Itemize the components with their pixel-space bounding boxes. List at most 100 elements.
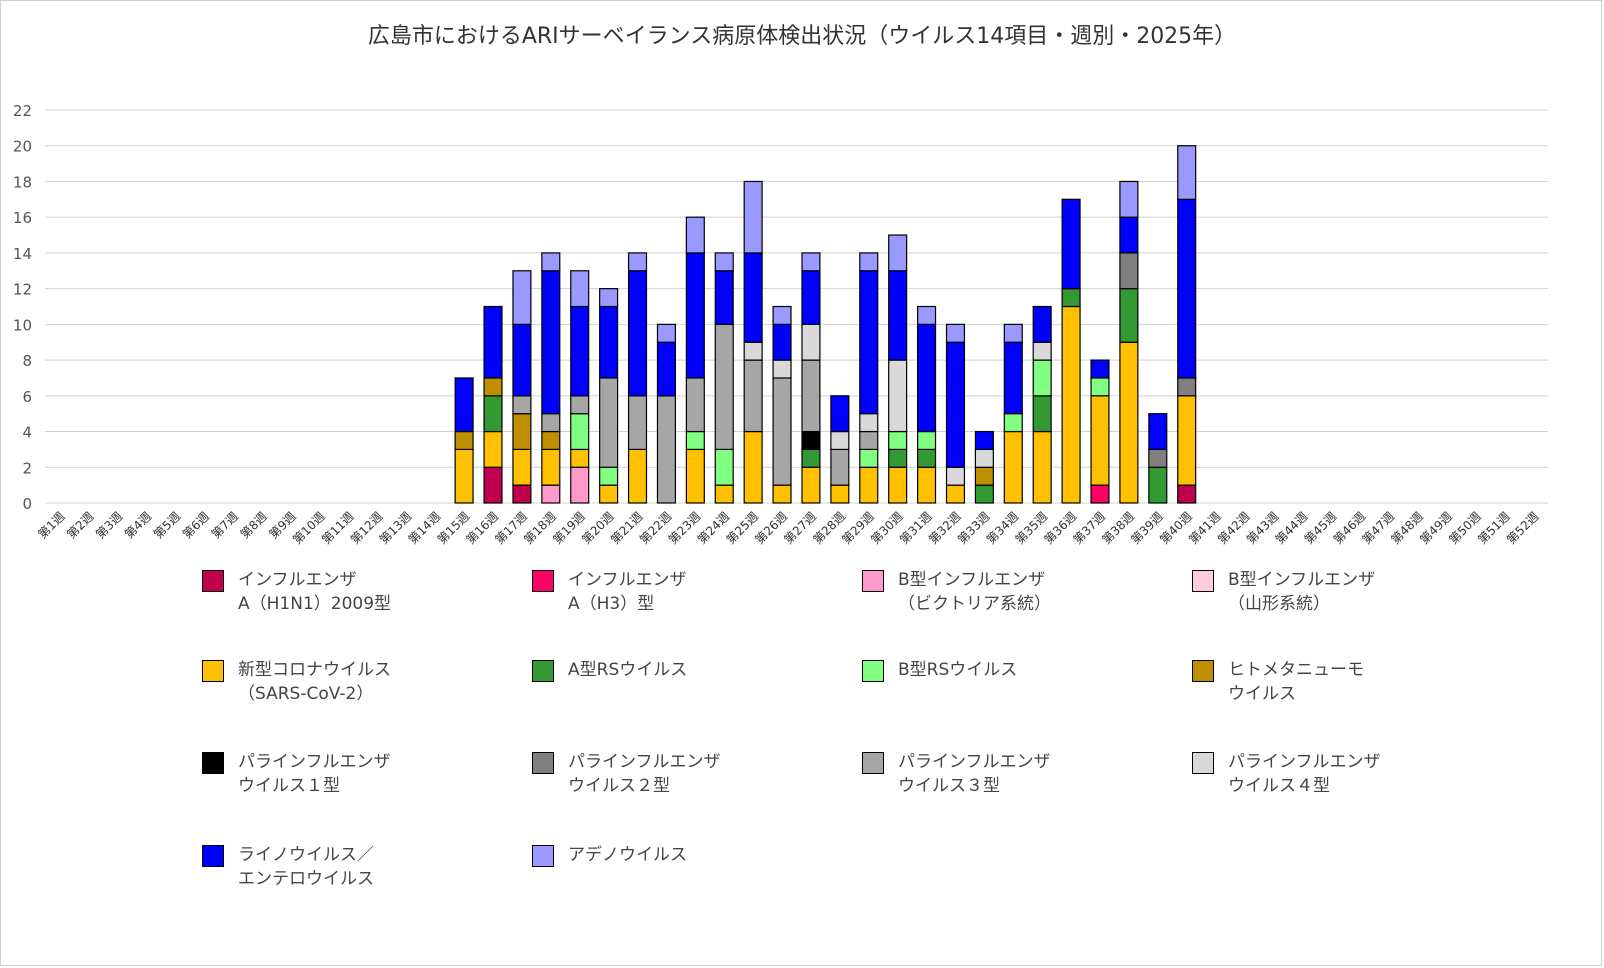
bar-segment bbox=[1177, 198, 1197, 379]
x-tick-label: 第4週 bbox=[122, 509, 154, 541]
bar-segment bbox=[743, 180, 763, 254]
bar-segment bbox=[830, 395, 850, 433]
bar-segment bbox=[1061, 198, 1081, 290]
bar-segment bbox=[743, 252, 763, 343]
bar-segment bbox=[656, 323, 676, 343]
bar-segment bbox=[656, 341, 676, 397]
x-tick-label: 第5週 bbox=[151, 509, 183, 541]
bar-segment bbox=[1177, 377, 1197, 397]
bar-segment bbox=[801, 359, 821, 433]
chart-title: 広島市におけるARIサーベイランス病原体検出状況（ウイルス14項目・週別・202… bbox=[367, 24, 1237, 49]
bar-segment bbox=[1090, 484, 1110, 504]
bar-segment bbox=[1177, 395, 1197, 486]
bar-segment bbox=[483, 430, 503, 468]
bar-segment bbox=[1003, 323, 1023, 343]
bar-segment bbox=[599, 377, 619, 468]
bar-segment bbox=[888, 430, 908, 451]
bar-segment bbox=[512, 270, 532, 325]
bar-segment bbox=[772, 377, 792, 486]
bar-segment bbox=[974, 484, 994, 504]
bar-segment bbox=[541, 484, 561, 504]
bar-segment bbox=[830, 448, 850, 486]
bar-segment bbox=[772, 323, 792, 361]
bar-segment bbox=[830, 430, 850, 451]
bar-segment bbox=[1090, 377, 1110, 397]
bar-segment bbox=[1148, 413, 1168, 451]
bar-segment bbox=[512, 323, 532, 397]
bar-segment bbox=[888, 234, 908, 272]
x-tick-label: 第7週 bbox=[209, 509, 241, 541]
bar-segment bbox=[627, 252, 648, 272]
bar-segment bbox=[772, 359, 792, 379]
bar-segment bbox=[714, 448, 734, 486]
x-tick-label: 第52週 bbox=[1504, 509, 1542, 547]
bar-segment bbox=[859, 430, 879, 451]
bar-segment bbox=[714, 270, 734, 325]
bar-segment bbox=[1119, 216, 1139, 254]
bar-segment bbox=[917, 323, 937, 433]
bar-segment bbox=[512, 484, 532, 504]
x-axis-ticks: 第1週第2週第3週第4週第5週第6週第7週第8週第9週第10週第11週第12週第… bbox=[35, 509, 1541, 547]
x-tick-label: 第2週 bbox=[64, 509, 96, 541]
y-tick-label: 10 bbox=[13, 316, 32, 334]
bar-segment bbox=[541, 252, 561, 272]
bar-segment bbox=[541, 430, 561, 451]
bar-segment bbox=[454, 377, 474, 433]
bar-segment bbox=[483, 377, 503, 397]
x-tick-label: 第3週 bbox=[93, 509, 125, 541]
bar-segment bbox=[685, 448, 705, 504]
bar-segment bbox=[945, 466, 966, 486]
bar-segment bbox=[570, 466, 590, 504]
bar-segment bbox=[859, 270, 879, 415]
bar-segment bbox=[1003, 413, 1023, 433]
y-tick-label: 0 bbox=[22, 495, 32, 513]
bar-segment bbox=[714, 252, 734, 272]
bar-segment bbox=[859, 466, 879, 504]
y-tick-label: 12 bbox=[13, 281, 32, 299]
bar-segment bbox=[483, 466, 503, 504]
bar-segment bbox=[859, 413, 879, 433]
bar-segment bbox=[801, 430, 821, 451]
bar-segment bbox=[1148, 466, 1168, 504]
y-axis-ticks: 0 2 4 6 8 10 12 14 16 18 20 22 bbox=[13, 102, 32, 513]
bar-segment bbox=[1090, 395, 1110, 486]
bar-segment bbox=[888, 270, 908, 361]
bar-segment bbox=[743, 359, 763, 433]
bar-segment bbox=[541, 270, 561, 415]
bar-segment bbox=[512, 448, 532, 486]
bar-segment bbox=[1119, 341, 1139, 504]
bar-segment bbox=[512, 413, 532, 451]
bar-segment bbox=[599, 484, 619, 504]
y-tick-label: 16 bbox=[13, 209, 32, 227]
bar-segment bbox=[570, 395, 590, 415]
bar-segment bbox=[801, 466, 821, 504]
bar-segment bbox=[945, 341, 966, 468]
bar-segment bbox=[859, 252, 879, 272]
bars bbox=[454, 145, 1197, 504]
bar-segment bbox=[656, 395, 676, 504]
bar-segment bbox=[743, 430, 763, 504]
bar-segment bbox=[685, 252, 705, 379]
gridlines bbox=[45, 109, 1548, 504]
bar-segment bbox=[714, 323, 734, 451]
bar-segment bbox=[1032, 395, 1052, 433]
bar-segment bbox=[570, 413, 590, 451]
bar-segment bbox=[570, 270, 590, 308]
bar-segment bbox=[772, 484, 792, 504]
bar-segment bbox=[1177, 145, 1197, 200]
bar-segment bbox=[1003, 430, 1023, 504]
bar-segment bbox=[1003, 341, 1023, 415]
bar-segment bbox=[830, 484, 850, 504]
bar-segment bbox=[1177, 484, 1197, 504]
bar-segment bbox=[570, 448, 590, 468]
bar-segment bbox=[685, 377, 705, 433]
bar-segment bbox=[512, 395, 532, 415]
bar-segment bbox=[1032, 341, 1052, 361]
y-tick-label: 2 bbox=[22, 459, 32, 477]
bar-segment bbox=[627, 395, 648, 451]
bar-segment bbox=[1032, 430, 1052, 504]
bar-segment bbox=[1032, 305, 1052, 343]
bar-segment bbox=[1119, 288, 1139, 343]
bar-segment bbox=[1119, 180, 1139, 218]
